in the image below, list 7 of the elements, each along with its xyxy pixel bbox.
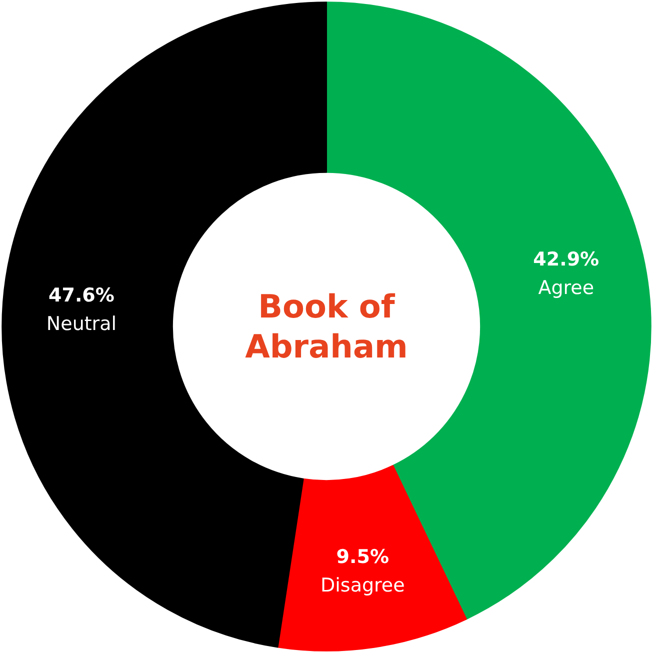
- data-label: 42.9%: [533, 248, 600, 271]
- slice-label: Disagree: [320, 574, 405, 596]
- slice-label: Neutral: [46, 312, 117, 335]
- data-label: 9.5%: [336, 546, 390, 568]
- slice-label: Agree: [538, 277, 594, 300]
- text: Book of Abraham: [245, 288, 408, 366]
- data-label: 47.6%: [48, 284, 114, 306]
